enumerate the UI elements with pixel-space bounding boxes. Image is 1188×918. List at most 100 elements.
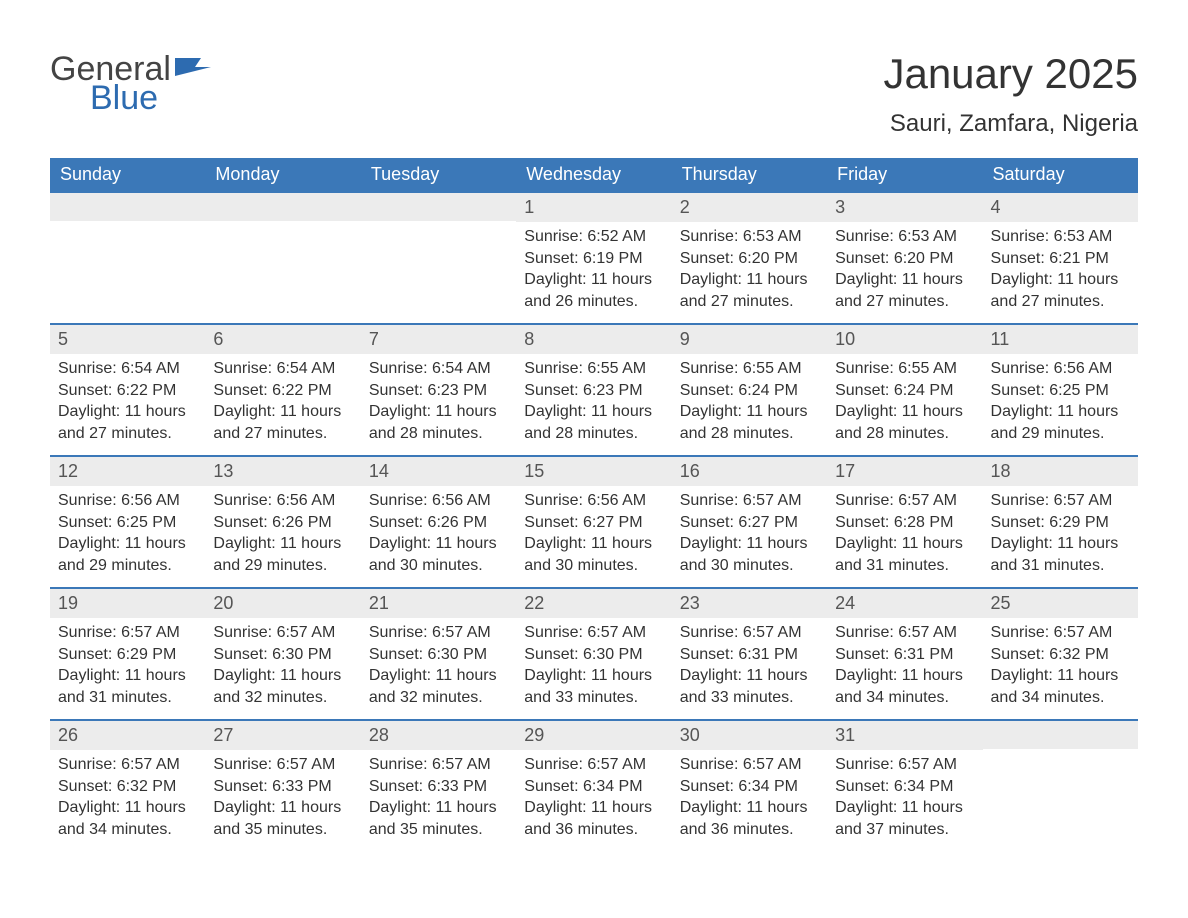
- daylight-line-1: Daylight: 11 hours: [680, 269, 819, 291]
- sunset-line: Sunset: 6:24 PM: [835, 380, 974, 402]
- daylight-line-2: and 33 minutes.: [680, 687, 819, 709]
- sunrise-line: Sunrise: 6:53 AM: [680, 226, 819, 248]
- day-details: Sunrise: 6:57 AMSunset: 6:34 PMDaylight:…: [827, 750, 982, 840]
- sunset-line: Sunset: 6:27 PM: [680, 512, 819, 534]
- logo: General Blue: [50, 50, 211, 118]
- daylight-line-2: and 34 minutes.: [58, 819, 197, 841]
- daylight-line-2: and 30 minutes.: [524, 555, 663, 577]
- daylight-line-1: Daylight: 11 hours: [524, 533, 663, 555]
- sunset-line: Sunset: 6:24 PM: [680, 380, 819, 402]
- daylight-line-1: Daylight: 11 hours: [524, 401, 663, 423]
- daylight-line-1: Daylight: 11 hours: [213, 533, 352, 555]
- day-details: Sunrise: 6:57 AMSunset: 6:34 PMDaylight:…: [516, 750, 671, 840]
- sunset-line: Sunset: 6:22 PM: [58, 380, 197, 402]
- day-cell: 11Sunrise: 6:56 AMSunset: 6:25 PMDayligh…: [983, 325, 1138, 455]
- day-details: Sunrise: 6:57 AMSunset: 6:30 PMDaylight:…: [205, 618, 360, 708]
- day-details: Sunrise: 6:53 AMSunset: 6:20 PMDaylight:…: [672, 222, 827, 312]
- day-number: 29: [516, 721, 671, 750]
- daylight-line-2: and 28 minutes.: [369, 423, 508, 445]
- daylight-line-2: and 27 minutes.: [58, 423, 197, 445]
- day-number: 22: [516, 589, 671, 618]
- day-details: Sunrise: 6:56 AMSunset: 6:25 PMDaylight:…: [983, 354, 1138, 444]
- day-cell: 19Sunrise: 6:57 AMSunset: 6:29 PMDayligh…: [50, 589, 205, 719]
- daylight-line-2: and 28 minutes.: [680, 423, 819, 445]
- daylight-line-1: Daylight: 11 hours: [58, 533, 197, 555]
- day-details: Sunrise: 6:54 AMSunset: 6:23 PMDaylight:…: [361, 354, 516, 444]
- day-cell: 9Sunrise: 6:55 AMSunset: 6:24 PMDaylight…: [672, 325, 827, 455]
- day-number: [50, 193, 205, 221]
- sunrise-line: Sunrise: 6:57 AM: [58, 622, 197, 644]
- day-cell: 22Sunrise: 6:57 AMSunset: 6:30 PMDayligh…: [516, 589, 671, 719]
- sunrise-line: Sunrise: 6:57 AM: [835, 622, 974, 644]
- daylight-line-2: and 29 minutes.: [58, 555, 197, 577]
- day-number: 26: [50, 721, 205, 750]
- day-details: Sunrise: 6:53 AMSunset: 6:20 PMDaylight:…: [827, 222, 982, 312]
- sunrise-line: Sunrise: 6:57 AM: [524, 622, 663, 644]
- daylight-line-1: Daylight: 11 hours: [524, 665, 663, 687]
- daylight-line-2: and 27 minutes.: [835, 291, 974, 313]
- logo-flag-icon: [175, 67, 211, 84]
- daylight-line-1: Daylight: 11 hours: [680, 401, 819, 423]
- day-details: Sunrise: 6:57 AMSunset: 6:30 PMDaylight:…: [516, 618, 671, 708]
- day-details: Sunrise: 6:57 AMSunset: 6:31 PMDaylight:…: [672, 618, 827, 708]
- daylight-line-1: Daylight: 11 hours: [680, 665, 819, 687]
- day-details: Sunrise: 6:57 AMSunset: 6:30 PMDaylight:…: [361, 618, 516, 708]
- daylight-line-1: Daylight: 11 hours: [680, 797, 819, 819]
- day-number: 16: [672, 457, 827, 486]
- daylight-line-2: and 27 minutes.: [991, 291, 1130, 313]
- day-number: 18: [983, 457, 1138, 486]
- daylight-line-1: Daylight: 11 hours: [835, 269, 974, 291]
- daylight-line-1: Daylight: 11 hours: [524, 269, 663, 291]
- day-number: 24: [827, 589, 982, 618]
- day-details: Sunrise: 6:56 AMSunset: 6:26 PMDaylight:…: [361, 486, 516, 576]
- day-number: 30: [672, 721, 827, 750]
- day-details: Sunrise: 6:57 AMSunset: 6:29 PMDaylight:…: [50, 618, 205, 708]
- sunrise-line: Sunrise: 6:57 AM: [991, 490, 1130, 512]
- sunrise-line: Sunrise: 6:56 AM: [991, 358, 1130, 380]
- day-cell: 30Sunrise: 6:57 AMSunset: 6:34 PMDayligh…: [672, 721, 827, 851]
- day-cell: 1Sunrise: 6:52 AMSunset: 6:19 PMDaylight…: [516, 193, 671, 323]
- sunrise-line: Sunrise: 6:57 AM: [369, 622, 508, 644]
- sunset-line: Sunset: 6:25 PM: [991, 380, 1130, 402]
- top-row: General Blue January 2025 Sauri, Zamfara…: [50, 50, 1138, 138]
- weeks-container: 1Sunrise: 6:52 AMSunset: 6:19 PMDaylight…: [50, 191, 1138, 851]
- day-details: Sunrise: 6:57 AMSunset: 6:34 PMDaylight:…: [672, 750, 827, 840]
- daylight-line-2: and 34 minutes.: [835, 687, 974, 709]
- sunset-line: Sunset: 6:19 PM: [524, 248, 663, 270]
- sunrise-line: Sunrise: 6:57 AM: [369, 754, 508, 776]
- day-cell: 4Sunrise: 6:53 AMSunset: 6:21 PMDaylight…: [983, 193, 1138, 323]
- daylight-line-1: Daylight: 11 hours: [369, 797, 508, 819]
- day-details: Sunrise: 6:55 AMSunset: 6:23 PMDaylight:…: [516, 354, 671, 444]
- day-cell: 25Sunrise: 6:57 AMSunset: 6:32 PMDayligh…: [983, 589, 1138, 719]
- day-number: 5: [50, 325, 205, 354]
- day-number: 14: [361, 457, 516, 486]
- day-cell: 15Sunrise: 6:56 AMSunset: 6:27 PMDayligh…: [516, 457, 671, 587]
- day-cell: [50, 193, 205, 323]
- sunrise-line: Sunrise: 6:52 AM: [524, 226, 663, 248]
- day-number: 25: [983, 589, 1138, 618]
- day-cell: 27Sunrise: 6:57 AMSunset: 6:33 PMDayligh…: [205, 721, 360, 851]
- daylight-line-2: and 27 minutes.: [680, 291, 819, 313]
- day-cell: 18Sunrise: 6:57 AMSunset: 6:29 PMDayligh…: [983, 457, 1138, 587]
- sunrise-line: Sunrise: 6:53 AM: [991, 226, 1130, 248]
- weekday-header: Monday: [205, 158, 360, 191]
- day-number: 31: [827, 721, 982, 750]
- day-number: 19: [50, 589, 205, 618]
- sunrise-line: Sunrise: 6:57 AM: [680, 490, 819, 512]
- day-cell: [205, 193, 360, 323]
- sunset-line: Sunset: 6:33 PM: [369, 776, 508, 798]
- sunset-line: Sunset: 6:30 PM: [524, 644, 663, 666]
- sunset-line: Sunset: 6:29 PM: [58, 644, 197, 666]
- sunset-line: Sunset: 6:32 PM: [58, 776, 197, 798]
- week-row: 26 Sunrise: 6:57 AM Sunset: 6:32 PM Dayligh…: [50, 719, 1138, 851]
- day-details: Sunrise: 6:55 AMSunset: 6:24 PMDaylight:…: [827, 354, 982, 444]
- week-row: 12Sunrise: 6:56 AMSunset: 6:25 PMDayligh…: [50, 455, 1138, 587]
- day-details: Sunrise: 6:57 AMSunset: 6:29 PMDaylight:…: [983, 486, 1138, 576]
- sunrise-line: Sunrise: 6:57 AM: [835, 490, 974, 512]
- daylight-line-1: Daylight: 11 hours: [991, 401, 1130, 423]
- daylight-line-2: and 30 minutes.: [680, 555, 819, 577]
- daylight-line-2: and 36 minutes.: [524, 819, 663, 841]
- day-cell: 12Sunrise: 6:56 AMSunset: 6:25 PMDayligh…: [50, 457, 205, 587]
- daylight-line-2: and 31 minutes.: [835, 555, 974, 577]
- sunrise-line: Sunrise: 6:57 AM: [213, 754, 352, 776]
